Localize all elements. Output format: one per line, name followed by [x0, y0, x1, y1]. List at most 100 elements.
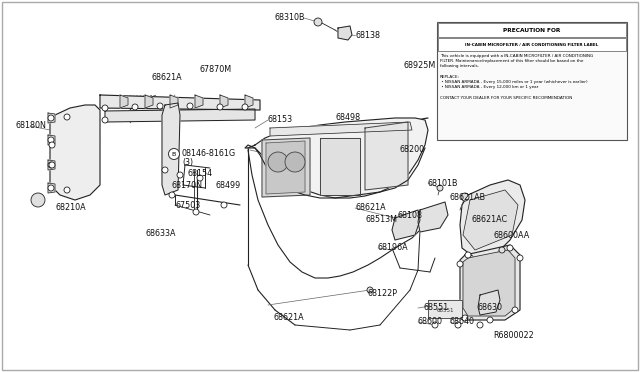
Text: 67503: 67503 — [175, 201, 200, 209]
Polygon shape — [262, 138, 310, 197]
Bar — [438, 23, 626, 37]
Text: 68630: 68630 — [477, 304, 502, 312]
Polygon shape — [270, 122, 412, 136]
Circle shape — [367, 287, 373, 293]
Circle shape — [193, 209, 199, 215]
Circle shape — [169, 192, 175, 198]
Circle shape — [177, 172, 183, 178]
Text: 68210A: 68210A — [55, 203, 86, 212]
Polygon shape — [48, 113, 55, 123]
Circle shape — [221, 202, 227, 208]
Circle shape — [487, 317, 493, 323]
Text: IN-CABIN MICROFILTER / AIR CONDITIONING FILTER LABEL: IN-CABIN MICROFILTER / AIR CONDITIONING … — [465, 42, 598, 46]
Circle shape — [48, 185, 54, 191]
Circle shape — [477, 322, 483, 328]
Text: 68925M: 68925M — [404, 61, 436, 70]
Circle shape — [64, 187, 70, 193]
Text: 68154: 68154 — [188, 169, 213, 177]
Text: 68513M: 68513M — [365, 215, 397, 224]
Circle shape — [102, 105, 108, 111]
Polygon shape — [460, 245, 520, 320]
Circle shape — [168, 148, 179, 160]
Polygon shape — [195, 95, 203, 108]
Circle shape — [457, 261, 463, 267]
Polygon shape — [162, 103, 180, 195]
Text: 68621AC: 68621AC — [471, 215, 507, 224]
Text: 68633A: 68633A — [145, 228, 175, 237]
Text: 68621A: 68621A — [355, 203, 386, 212]
Circle shape — [512, 307, 518, 313]
Polygon shape — [145, 95, 153, 108]
Circle shape — [157, 103, 163, 109]
Circle shape — [132, 104, 138, 110]
Text: 68122P: 68122P — [368, 289, 398, 298]
Circle shape — [285, 152, 305, 172]
Text: R6800022: R6800022 — [493, 330, 534, 340]
Circle shape — [48, 162, 54, 168]
Text: 68600AA: 68600AA — [494, 231, 531, 240]
Polygon shape — [105, 109, 255, 122]
Polygon shape — [365, 122, 408, 190]
Circle shape — [31, 193, 45, 207]
Polygon shape — [245, 118, 428, 198]
Polygon shape — [392, 210, 420, 240]
Text: 68499: 68499 — [215, 180, 240, 189]
Text: PRECAUTION FOR: PRECAUTION FOR — [503, 28, 561, 32]
Bar — [437, 22, 627, 140]
Text: 68551: 68551 — [424, 304, 449, 312]
Polygon shape — [48, 135, 55, 145]
Circle shape — [102, 117, 108, 123]
Polygon shape — [478, 290, 500, 315]
Text: 68153: 68153 — [268, 115, 293, 125]
Text: 68621A: 68621A — [273, 314, 303, 323]
Text: 68600: 68600 — [418, 317, 443, 327]
Polygon shape — [463, 190, 518, 250]
Text: 68640: 68640 — [450, 317, 475, 327]
Circle shape — [499, 247, 505, 253]
Polygon shape — [463, 250, 515, 316]
Bar — [438, 38, 626, 51]
Text: 68551: 68551 — [436, 308, 454, 312]
Text: 68180N: 68180N — [16, 122, 47, 131]
Polygon shape — [428, 300, 462, 318]
Circle shape — [465, 252, 471, 258]
Polygon shape — [320, 138, 360, 195]
Circle shape — [162, 167, 168, 173]
Polygon shape — [266, 141, 305, 194]
Text: (3): (3) — [182, 157, 193, 167]
Text: 68310B: 68310B — [275, 13, 305, 22]
Polygon shape — [220, 95, 228, 108]
Polygon shape — [170, 95, 178, 108]
Polygon shape — [48, 160, 55, 170]
Circle shape — [64, 114, 70, 120]
Polygon shape — [418, 202, 448, 232]
Circle shape — [268, 152, 288, 172]
Text: 68170N: 68170N — [172, 180, 203, 189]
Circle shape — [437, 185, 443, 191]
Text: 68138: 68138 — [355, 31, 380, 39]
Polygon shape — [120, 95, 128, 108]
Circle shape — [432, 322, 438, 328]
Polygon shape — [48, 183, 55, 193]
Circle shape — [197, 175, 203, 181]
Polygon shape — [460, 180, 525, 258]
Circle shape — [49, 162, 55, 168]
Text: 68196A: 68196A — [378, 244, 408, 253]
Polygon shape — [245, 95, 253, 108]
Circle shape — [242, 104, 248, 110]
Circle shape — [517, 255, 523, 261]
Circle shape — [462, 315, 468, 321]
Text: 68101B: 68101B — [428, 179, 458, 187]
Text: 68108: 68108 — [398, 211, 423, 219]
Polygon shape — [338, 26, 352, 40]
Text: 68621AB: 68621AB — [450, 193, 486, 202]
Circle shape — [187, 103, 193, 109]
Text: B: B — [172, 151, 176, 157]
Polygon shape — [50, 105, 100, 200]
Text: 68498: 68498 — [336, 113, 361, 122]
Circle shape — [461, 193, 469, 201]
Text: 68621A: 68621A — [152, 74, 182, 83]
Circle shape — [49, 142, 55, 148]
Text: 08146-8161G: 08146-8161G — [182, 150, 236, 158]
Polygon shape — [100, 95, 260, 110]
